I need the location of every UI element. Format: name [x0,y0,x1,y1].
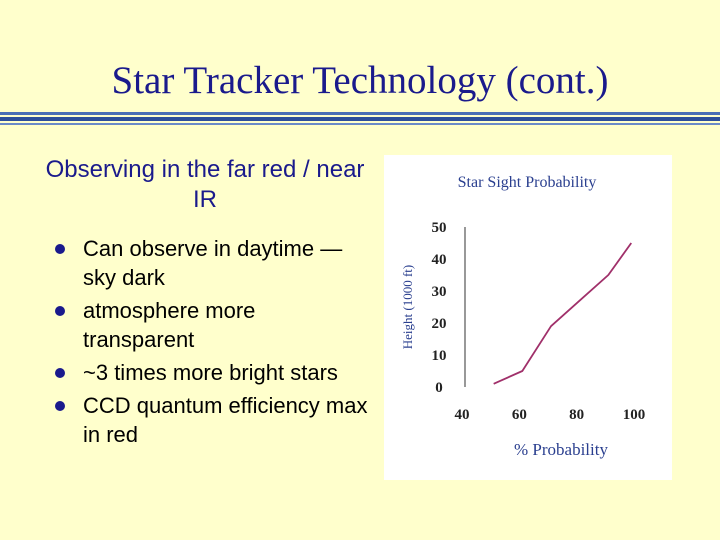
chart-title: Star Sight Probability [458,174,597,191]
x-tick-label: 80 [569,407,584,423]
slide-title: Star Tracker Technology (cont.) [111,59,609,102]
x-tick-label: 40 [455,407,470,423]
y-tick-label: 40 [432,252,447,268]
bullet-item: CCD quantum efficiency max in red [50,391,370,449]
section-heading: Observing in the far red / near IR [45,156,365,213]
bullet-dot-icon [55,401,65,411]
bullet-item: Can observe in daytime — sky dark [50,234,370,292]
bullet-text: Can observe in daytime — sky dark [83,236,343,290]
bullet-dot-icon [55,368,65,378]
star-sight-chart: Star Sight Probability Height (1000 ft) … [384,155,672,480]
x-tick-label: 100 [623,407,646,423]
title-divider [0,112,720,126]
bullet-text: CCD quantum efficiency max in red [83,393,368,447]
series-line [493,242,632,385]
y-tick-label: 0 [435,380,443,396]
chart-x-axis-label: % Probability [514,440,608,459]
chart-series [493,242,632,385]
bullet-list: Can observe in daytime — sky dark atmosp… [50,234,370,453]
bullet-item: atmosphere more transparent [50,296,370,354]
y-tick-label: 30 [432,284,447,300]
bullet-dot-icon [55,306,65,316]
chart-ticks: 0 10 20 30 40 50 40 60 80 100 [432,220,646,423]
y-tick-label: 50 [432,220,447,236]
bullet-text: atmosphere more transparent [83,298,256,352]
bullet-text: ~3 times more bright stars [83,360,338,385]
chart-canvas: Star Sight Probability Height (1000 ft) … [400,174,646,459]
y-tick-label: 20 [432,316,447,332]
bullet-item: ~3 times more bright stars [50,358,370,387]
y-tick-label: 10 [432,348,447,364]
bullet-dot-icon [55,244,65,254]
chart-y-axis-label: Height (1000 ft) [400,265,415,349]
x-tick-label: 60 [512,407,527,423]
